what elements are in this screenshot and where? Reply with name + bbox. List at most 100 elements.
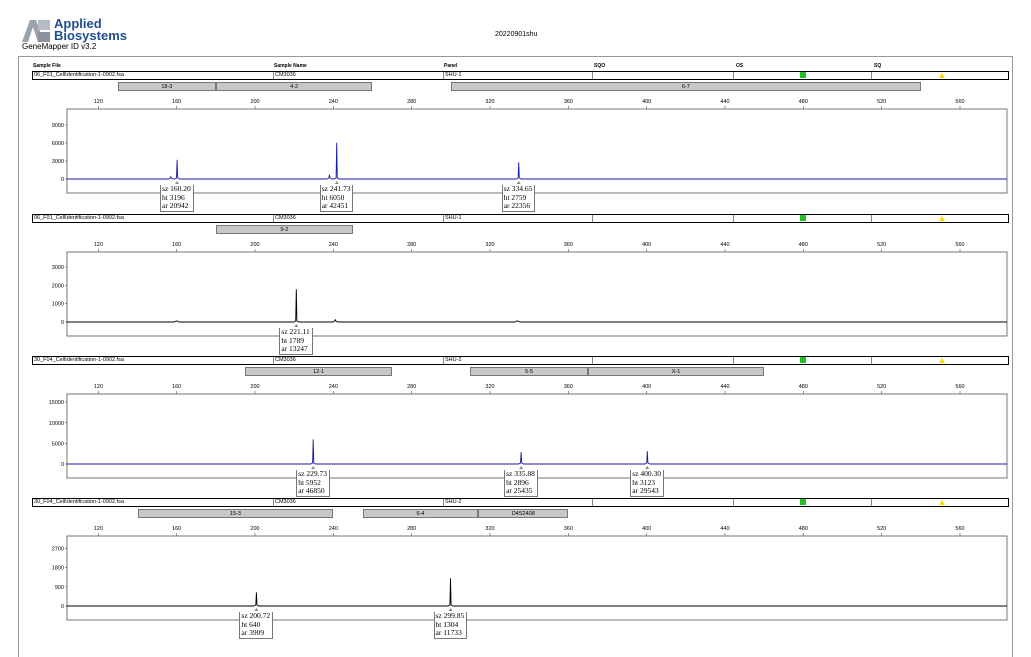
plot-frame bbox=[66, 535, 1008, 621]
software-version: GeneMapper ID v3.2 bbox=[22, 42, 97, 51]
peak-sz: sz 241.73 bbox=[321, 184, 351, 193]
sq-status-yellow-icon bbox=[939, 216, 945, 221]
peak-ht: ht 2759 bbox=[503, 192, 527, 202]
peak-ht: ht 1789 bbox=[281, 335, 305, 345]
signal-trace bbox=[67, 578, 1007, 607]
sq-status-yellow-icon bbox=[939, 500, 945, 505]
electropherogram-panel: 30_F04_CellIdentification-1-0902.fsa CM3… bbox=[32, 356, 1009, 497]
peak-sz: sz 334.65 bbox=[503, 184, 533, 193]
peak-ht: ht 1304 bbox=[435, 619, 459, 629]
peak-ht: ht 6050 bbox=[321, 192, 345, 202]
allele-bin: 6-7 bbox=[450, 82, 921, 91]
y-tick-label: 3000 bbox=[52, 265, 64, 271]
allele-bin: 9-2 bbox=[215, 225, 353, 234]
peak-marker bbox=[645, 466, 650, 469]
x-tick-label: 520 bbox=[877, 242, 886, 248]
x-tick-label: 120 bbox=[94, 526, 103, 532]
y-tick-label: 5000 bbox=[52, 441, 64, 447]
x-tick-label: 200 bbox=[250, 99, 259, 105]
panel-value: SHU-2 bbox=[445, 499, 462, 505]
peak-marker bbox=[311, 466, 316, 469]
panel-header: 06_F01_CellIdentification-1-0902.fsa CM3… bbox=[32, 214, 1009, 223]
column-header-sample-file: Sample File bbox=[33, 63, 61, 69]
report-title: 20220901shu bbox=[495, 31, 538, 38]
sample-name-value: CM3036 bbox=[275, 72, 296, 78]
y-tick-label: 2700 bbox=[52, 547, 64, 553]
y-tick-label: 900 bbox=[55, 585, 64, 591]
peak-marker bbox=[334, 181, 339, 184]
x-tick-label: 360 bbox=[564, 384, 573, 390]
x-tick-label: 560 bbox=[955, 384, 964, 390]
peak-ht: ht 5952 bbox=[298, 477, 321, 487]
x-tick-label: 240 bbox=[329, 99, 338, 105]
x-tick-label: 240 bbox=[329, 242, 338, 248]
sample-file-value: 30_F04_CellIdentification-1-0902.fsa bbox=[34, 357, 124, 363]
x-tick-label: 560 bbox=[955, 242, 964, 248]
x-tick-label: 320 bbox=[485, 99, 494, 105]
x-tick-label: 280 bbox=[407, 526, 416, 532]
sample-name-value: CM3036 bbox=[275, 499, 296, 505]
x-tick-label: 400 bbox=[642, 526, 651, 532]
x-tick-label: 240 bbox=[329, 384, 338, 390]
x-tick-label: 400 bbox=[642, 99, 651, 105]
x-tick-label: 280 bbox=[407, 99, 416, 105]
x-tick-label: 200 bbox=[250, 242, 259, 248]
electropherogram-panel: 06_F01_CellIdentification-1-0902.fsa CM3… bbox=[32, 214, 1009, 355]
y-tick-label: 1000 bbox=[52, 302, 64, 308]
sample-file-value: 06_F01_CellIdentification-1-0902.fsa bbox=[34, 72, 124, 78]
x-tick-label: 120 bbox=[94, 384, 103, 390]
peak-label: sz 200.72 ht 640 ar 3909 bbox=[239, 611, 274, 639]
y-tick-label: 0 bbox=[61, 604, 64, 610]
x-tick-label: 520 bbox=[877, 526, 886, 532]
x-tick-label: 360 bbox=[564, 99, 573, 105]
peak-marker bbox=[175, 181, 180, 184]
column-header-os: OS bbox=[736, 63, 744, 69]
x-tick-label: 320 bbox=[485, 526, 494, 532]
peak-ar: ar 25435 bbox=[506, 486, 533, 495]
peak-sz: sz 160.20 bbox=[162, 184, 191, 193]
panel-value: SHU-2 bbox=[445, 357, 462, 363]
column-header-sq: SQ bbox=[874, 63, 882, 69]
brand-name-line2: Biosystems bbox=[54, 28, 127, 43]
peak-label: sz 334.65 ht 2759 ar 22356 bbox=[501, 184, 536, 212]
allele-bin: D4S2408 bbox=[478, 509, 569, 518]
peak-ar: ar 22356 bbox=[503, 201, 531, 210]
electropherogram-plot: 120 160 200 240 280 320 360 400 440 480 520 560 0 900… bbox=[52, 526, 1008, 621]
y-tick-label: 0 bbox=[61, 320, 64, 326]
x-tick-label: 560 bbox=[955, 526, 964, 532]
y-tick-label: 2000 bbox=[52, 283, 64, 289]
peak-label: sz 160.20 ht 3196 ar 20942 bbox=[160, 184, 194, 212]
x-tick-label: 200 bbox=[250, 526, 259, 532]
peak-ar: ar 11733 bbox=[435, 628, 462, 637]
x-tick-label: 280 bbox=[407, 384, 416, 390]
peak-marker bbox=[294, 324, 299, 327]
peak-ht: ht 3123 bbox=[632, 477, 655, 487]
x-tick-label: 120 bbox=[94, 242, 103, 248]
x-tick-label: 520 bbox=[877, 384, 886, 390]
column-header-sample-name: Sample Name bbox=[274, 63, 307, 69]
x-tick-label: 160 bbox=[172, 384, 181, 390]
applied-biosystems-logo: Applied Biosystems bbox=[22, 17, 142, 44]
sample-file-value: 30_F04_CellIdentification-1-0902.fsa bbox=[34, 499, 124, 505]
y-tick-label: 3000 bbox=[52, 159, 64, 165]
peak-label: sz 229.73 ht 5952 ar 46850 bbox=[296, 469, 330, 497]
peak-ht: ht 3196 bbox=[162, 192, 185, 202]
electropherogram-panel: 06_F01_CellIdentification-1-0902.fsa CM3… bbox=[32, 71, 1009, 212]
allele-bin: 15-3 bbox=[137, 509, 334, 518]
peak-ar: ar 13247 bbox=[281, 344, 308, 353]
os-status-green-icon bbox=[800, 72, 806, 78]
x-tick-label: 160 bbox=[172, 99, 181, 105]
x-tick-label: 480 bbox=[799, 526, 808, 532]
y-tick-label: 0 bbox=[61, 177, 64, 183]
signal-trace bbox=[67, 142, 1007, 180]
y-tick-label: 15000 bbox=[49, 400, 64, 406]
allele-bin: 6-4 bbox=[362, 509, 479, 518]
peak-label: sz 241.73 ht 6050 ar 42451 bbox=[319, 184, 354, 212]
os-status-green-icon bbox=[800, 357, 806, 363]
x-tick-label: 440 bbox=[720, 242, 729, 248]
panel-header: 30_F04_CellIdentification-1-0902.fsa CM3… bbox=[32, 498, 1009, 507]
signal-trace bbox=[67, 439, 1007, 465]
peak-label: sz 221.11 ht 1789 ar 13247 bbox=[279, 327, 313, 355]
x-tick-label: 320 bbox=[485, 242, 494, 248]
peak-ht: ht 2896 bbox=[506, 477, 529, 487]
